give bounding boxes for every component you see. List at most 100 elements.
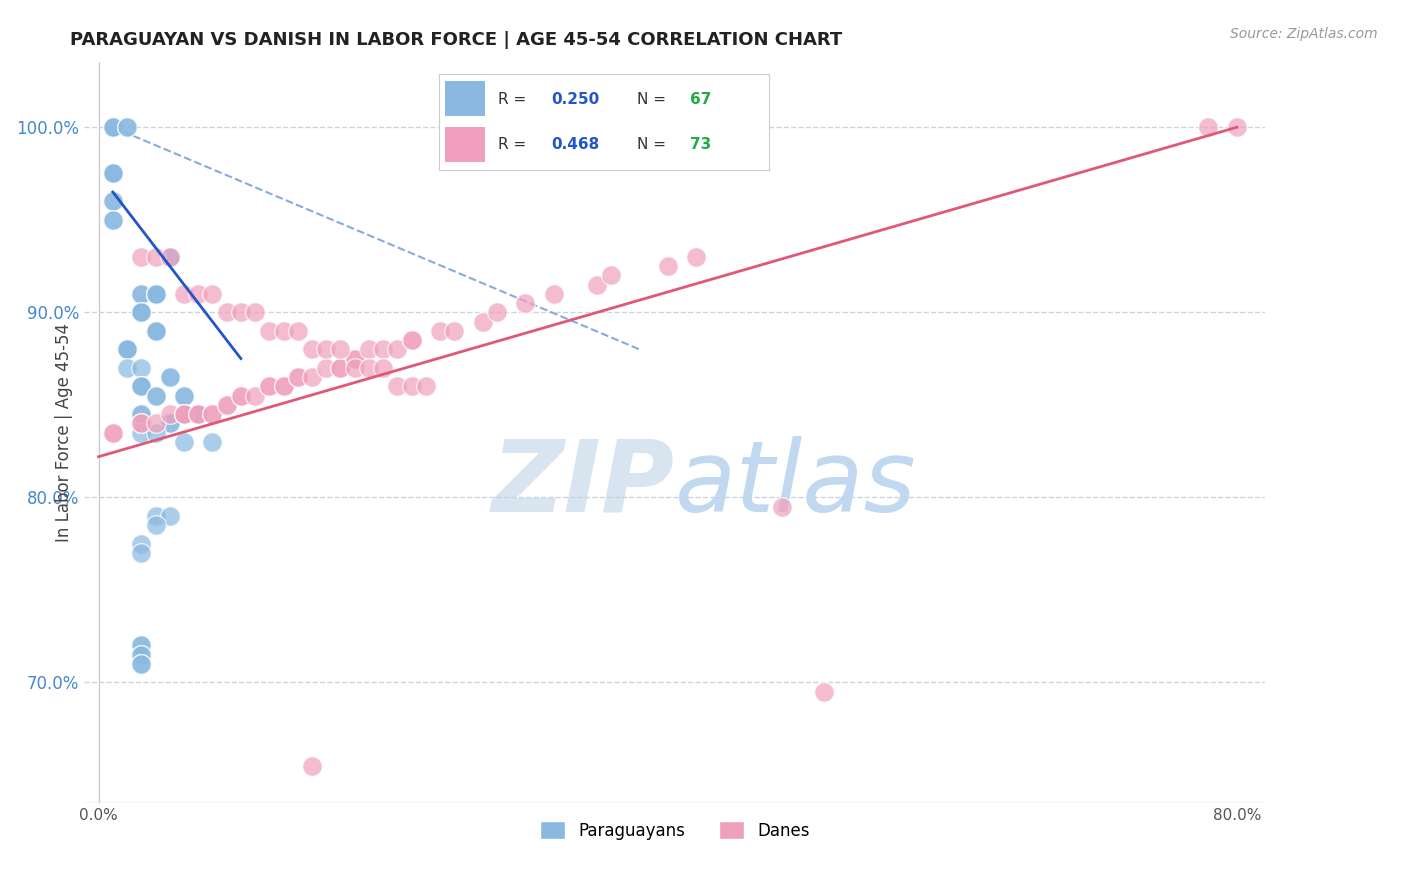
- Point: [357, 343, 380, 357]
- Point: [1226, 120, 1249, 135]
- Point: [201, 434, 224, 449]
- Point: [770, 500, 793, 514]
- Point: [129, 546, 152, 560]
- Point: [173, 389, 195, 403]
- Point: [173, 407, 195, 421]
- Point: [187, 407, 209, 421]
- Point: [315, 360, 337, 375]
- Point: [159, 250, 181, 264]
- Point: [145, 250, 167, 264]
- Point: [401, 333, 423, 347]
- Point: [129, 360, 152, 375]
- Point: [187, 407, 209, 421]
- Point: [259, 379, 281, 393]
- Point: [173, 407, 195, 421]
- Point: [173, 389, 195, 403]
- Point: [159, 407, 181, 421]
- Point: [415, 379, 437, 393]
- Point: [115, 343, 138, 357]
- Point: [187, 407, 209, 421]
- Point: [115, 343, 138, 357]
- Point: [1198, 120, 1220, 135]
- Point: [215, 305, 238, 319]
- Point: [145, 324, 167, 338]
- Point: [287, 370, 309, 384]
- Point: [129, 417, 152, 431]
- Point: [145, 324, 167, 338]
- Text: Source: ZipAtlas.com: Source: ZipAtlas.com: [1230, 27, 1378, 41]
- Point: [585, 277, 607, 292]
- Point: [145, 286, 167, 301]
- Point: [145, 286, 167, 301]
- Point: [657, 259, 679, 273]
- Point: [129, 379, 152, 393]
- Point: [159, 250, 181, 264]
- Point: [129, 639, 152, 653]
- Point: [101, 120, 124, 135]
- Point: [145, 425, 167, 440]
- Point: [229, 305, 252, 319]
- Point: [401, 379, 423, 393]
- Point: [115, 120, 138, 135]
- Point: [145, 508, 167, 523]
- Point: [173, 286, 195, 301]
- Point: [243, 305, 266, 319]
- Point: [129, 407, 152, 421]
- Point: [129, 657, 152, 671]
- Point: [115, 343, 138, 357]
- Point: [129, 407, 152, 421]
- Point: [129, 536, 152, 550]
- Point: [373, 360, 395, 375]
- Point: [515, 296, 537, 310]
- Point: [145, 324, 167, 338]
- Point: [145, 518, 167, 533]
- Point: [145, 389, 167, 403]
- Text: atlas: atlas: [675, 436, 917, 533]
- Point: [159, 417, 181, 431]
- Point: [159, 250, 181, 264]
- Point: [343, 351, 366, 366]
- Point: [101, 166, 124, 180]
- Point: [685, 250, 707, 264]
- Point: [215, 398, 238, 412]
- Point: [315, 343, 337, 357]
- Point: [129, 379, 152, 393]
- Point: [229, 389, 252, 403]
- Point: [145, 286, 167, 301]
- Point: [101, 166, 124, 180]
- Point: [129, 305, 152, 319]
- Point: [101, 212, 124, 227]
- Point: [273, 324, 295, 338]
- Point: [329, 360, 352, 375]
- Point: [101, 425, 124, 440]
- Point: [159, 508, 181, 523]
- Point: [101, 120, 124, 135]
- Point: [543, 286, 565, 301]
- Point: [287, 324, 309, 338]
- Point: [243, 389, 266, 403]
- Point: [429, 324, 451, 338]
- Point: [485, 305, 508, 319]
- Point: [173, 434, 195, 449]
- Point: [813, 685, 835, 699]
- Point: [301, 758, 323, 772]
- Point: [129, 305, 152, 319]
- Legend: Paraguayans, Danes: Paraguayans, Danes: [533, 814, 817, 847]
- Point: [159, 417, 181, 431]
- Point: [471, 314, 494, 328]
- Point: [101, 194, 124, 209]
- Point: [273, 379, 295, 393]
- Point: [129, 648, 152, 662]
- Point: [129, 639, 152, 653]
- Point: [343, 351, 366, 366]
- Point: [173, 407, 195, 421]
- Point: [145, 417, 167, 431]
- Point: [343, 360, 366, 375]
- Point: [145, 286, 167, 301]
- Text: ZIP: ZIP: [492, 436, 675, 533]
- Point: [129, 305, 152, 319]
- Point: [287, 370, 309, 384]
- Point: [129, 379, 152, 393]
- Point: [115, 343, 138, 357]
- Point: [129, 286, 152, 301]
